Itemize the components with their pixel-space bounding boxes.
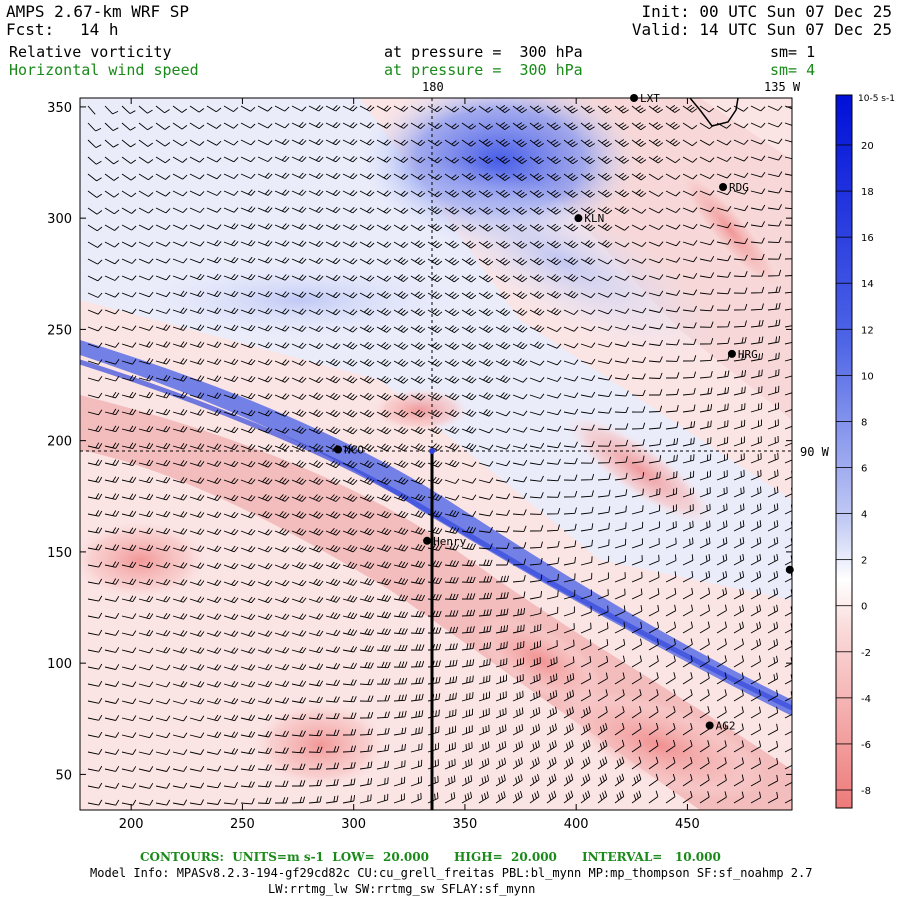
field2-smoothing: sm= 4 bbox=[770, 61, 816, 79]
colorbar-label: 4 bbox=[861, 510, 867, 521]
field1-smoothing: sm= 1 bbox=[770, 43, 816, 61]
station-dot bbox=[574, 214, 583, 223]
y-tick-label: 50 bbox=[55, 768, 72, 783]
field1-level: at pressure = 300 hPa bbox=[384, 43, 583, 61]
station-label: Henry bbox=[433, 535, 466, 548]
colorbar-label: -2 bbox=[861, 648, 871, 659]
physics-info: LW:rrtmg_lw SW:rrtmg_sw SFLAY:sf_mynn bbox=[268, 882, 536, 896]
station-dot bbox=[719, 183, 728, 191]
y-tick-label: 100 bbox=[47, 657, 72, 672]
station-dot bbox=[334, 445, 343, 454]
colorbar-unit: 10-5 s-1 bbox=[858, 94, 895, 104]
map-axes: 200 250 300 350 400 450 350 300 250 200 150 100 50 bbox=[47, 98, 792, 832]
lon-label-135w: 135 W bbox=[764, 80, 801, 94]
x-tick-label: 400 bbox=[564, 817, 589, 832]
app-title: AMPS 2.67-km WRF SP bbox=[6, 2, 190, 21]
station-markers: LXT RDG KLN HRG NCO Henry AG2 bbox=[334, 92, 794, 732]
field2-level: at pressure = 300 hPa bbox=[384, 61, 583, 79]
colorbar-label: 20 bbox=[861, 141, 874, 152]
coastline bbox=[689, 98, 739, 127]
station-label: LXT bbox=[640, 92, 660, 105]
colorbar-label: 0 bbox=[861, 602, 867, 613]
wind-barbs bbox=[87, 104, 792, 806]
station-dot bbox=[727, 349, 736, 358]
station-dot bbox=[785, 565, 794, 574]
wind-barb-set bbox=[87, 104, 792, 806]
lat-label-90w: 90 W bbox=[800, 445, 830, 459]
y-tick-label: 250 bbox=[47, 323, 72, 338]
y-tick-label: 300 bbox=[47, 212, 72, 227]
init-time: Init: 00 UTC Sun 07 Dec 25 bbox=[641, 2, 892, 21]
colorbar-label: 2 bbox=[861, 556, 867, 567]
station-label: AG2 bbox=[716, 719, 736, 732]
colorbar-label: 6 bbox=[861, 464, 867, 475]
station-dot bbox=[705, 721, 714, 730]
colorbar-label: 12 bbox=[861, 325, 874, 336]
x-tick-label: 200 bbox=[119, 817, 144, 832]
plot-frame bbox=[79, 97, 793, 811]
contours-info: CONTOURS: UNITS=m s-1 LOW= 20.000 HIGH= … bbox=[140, 850, 721, 864]
y-tick-label: 150 bbox=[47, 546, 72, 561]
colorbar-label: 8 bbox=[861, 417, 867, 428]
forecast-label: Fcst: bbox=[6, 20, 55, 39]
station-dot bbox=[423, 536, 432, 545]
colorbar-label: -4 bbox=[861, 694, 871, 705]
x-tick-label: 250 bbox=[230, 817, 255, 832]
y-tick-label: 200 bbox=[47, 435, 72, 450]
y-tick-label: 350 bbox=[47, 101, 72, 116]
colorbar bbox=[835, 94, 853, 809]
colorbar-label: 14 bbox=[861, 279, 874, 290]
forecast-hour: 14 h bbox=[80, 20, 119, 39]
colorbar-label: 18 bbox=[861, 187, 874, 198]
x-tick-label: 450 bbox=[675, 817, 700, 832]
cross-section-origin bbox=[429, 448, 435, 454]
x-tick-label: 350 bbox=[453, 817, 478, 832]
valid-time: Valid: 14 UTC Sun 07 Dec 25 bbox=[631, 20, 892, 39]
x-tick-label: 300 bbox=[341, 817, 366, 832]
model-info: Model Info: MPASv8.2.3-194-gf29cd82c CU:… bbox=[90, 866, 813, 880]
colorbar-label: 16 bbox=[861, 233, 874, 244]
field1-name: Relative vorticity bbox=[9, 43, 172, 61]
colorbar-label: -8 bbox=[861, 786, 871, 797]
colorbar-label: -6 bbox=[861, 740, 871, 751]
colorbar-label: 10 bbox=[861, 371, 874, 382]
station-label: NCO bbox=[344, 444, 364, 457]
station-label: HRG bbox=[738, 348, 758, 361]
field2-name: Horizontal wind speed bbox=[9, 61, 199, 79]
vorticity-field bbox=[80, 98, 792, 810]
station-label: RDG bbox=[729, 181, 749, 194]
lon-label-180: 180 bbox=[422, 80, 444, 94]
station-dot bbox=[630, 94, 639, 102]
station-label: KLN bbox=[584, 212, 604, 225]
